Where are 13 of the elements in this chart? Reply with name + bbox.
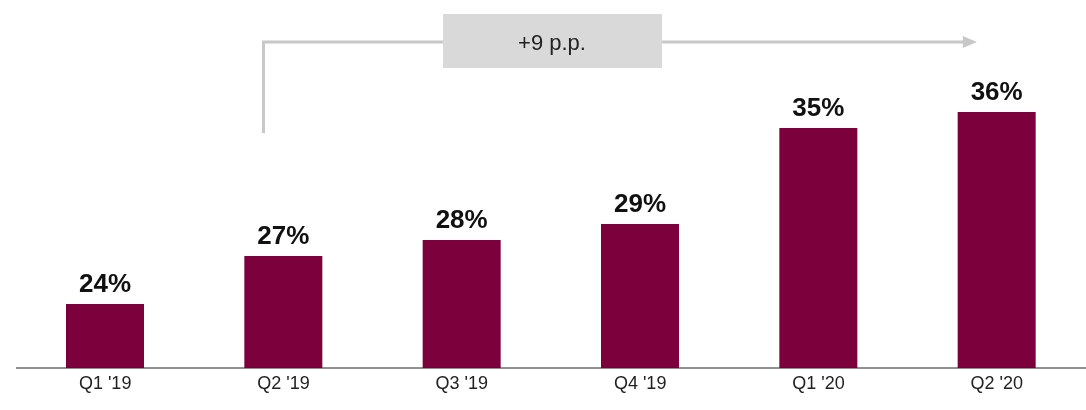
x-tick-label: Q1 '19 xyxy=(78,372,132,393)
x-tick-label: Q2 '20 xyxy=(970,372,1024,393)
x-tick-label: Q2 '19 xyxy=(257,372,310,393)
data-label: 28% xyxy=(435,204,488,234)
x-tick-label: Q3 '19 xyxy=(435,372,489,393)
data-label: 36% xyxy=(970,76,1023,106)
data-label: 35% xyxy=(792,92,845,122)
data-label: 24% xyxy=(78,268,132,298)
x-tick-label: Q1 '20 xyxy=(792,372,845,393)
x-tick-label: Q4 '19 xyxy=(613,372,667,393)
data-label: 27% xyxy=(257,220,310,250)
data-label: 29% xyxy=(613,188,667,218)
annotation: +9 p.p. xyxy=(518,30,586,55)
